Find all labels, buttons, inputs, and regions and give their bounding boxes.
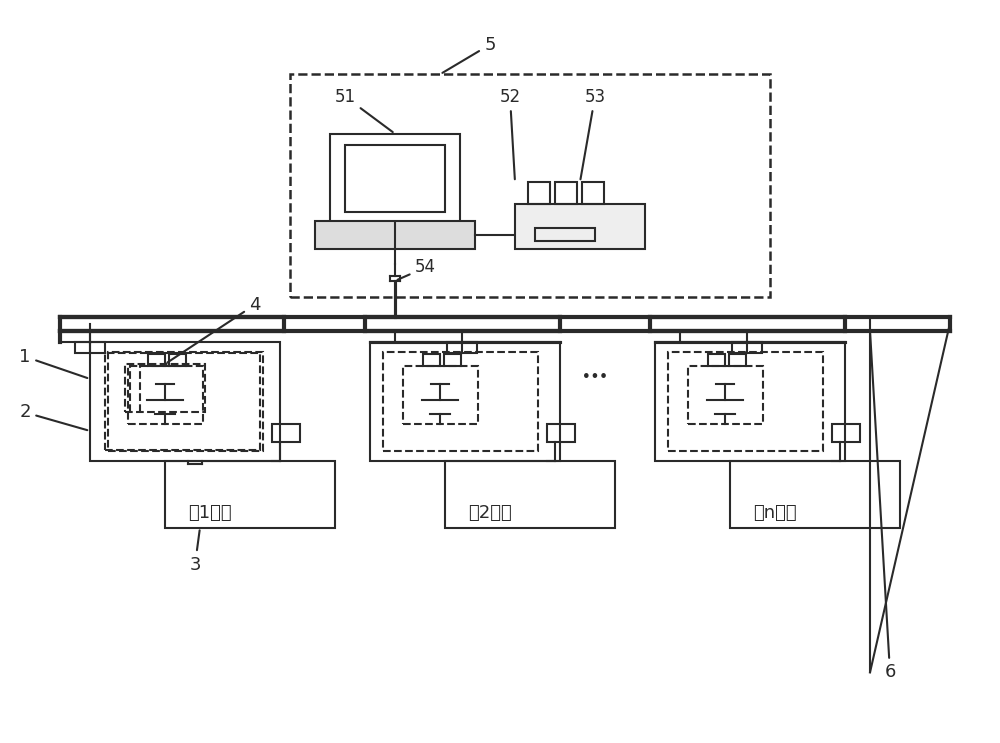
Text: 6: 6 [870,334,896,681]
Text: 2: 2 [19,403,87,430]
FancyBboxPatch shape [315,221,475,249]
Text: ...: ... [582,360,608,383]
Text: 第1工位: 第1工位 [188,504,232,522]
Text: 53: 53 [580,88,606,179]
Text: 第2工位: 第2工位 [468,504,512,522]
Text: 4: 4 [167,296,261,363]
Text: 54: 54 [398,259,436,280]
Text: 5: 5 [442,36,496,73]
Text: 51: 51 [334,88,393,132]
Text: 52: 52 [499,88,521,179]
Text: 第n工位: 第n工位 [753,504,797,522]
Text: 3: 3 [189,531,201,574]
Text: 1: 1 [19,348,87,378]
FancyBboxPatch shape [515,204,645,249]
